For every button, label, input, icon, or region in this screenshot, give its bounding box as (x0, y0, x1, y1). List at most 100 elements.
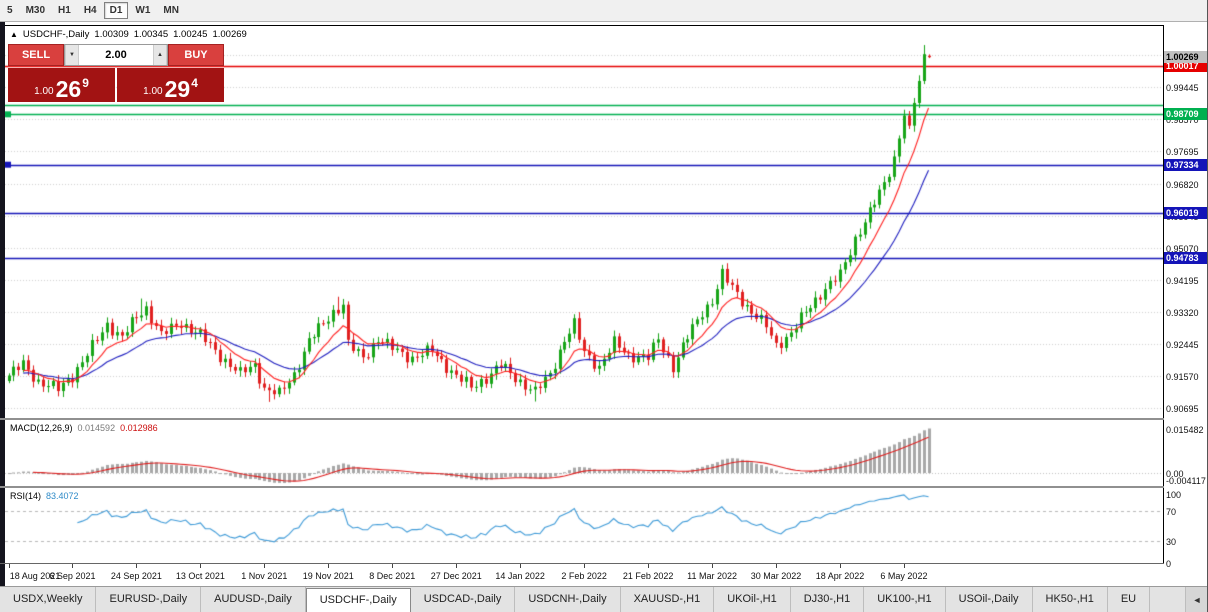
price-axis-label: 0 (1166, 559, 1172, 569)
date-tick (840, 564, 841, 568)
chart-tab-strip: USDX,Weekly EURUSD-,Daily AUDUSD-,Daily USD… (0, 587, 1184, 612)
date-axis-label: 2 Feb 2022 (561, 571, 607, 581)
sell-price-display[interactable]: 1.00 26 9 (8, 68, 115, 102)
date-tick (584, 564, 585, 568)
date-tick (9, 564, 10, 568)
price-axis-border (1163, 25, 1164, 564)
price-axis-label: 0.98570 (1166, 115, 1199, 126)
date-tick (200, 564, 201, 568)
price-axis-label: 70 (1166, 507, 1177, 518)
price-axis-label: 0.00 (1166, 469, 1184, 480)
chart-tab-ukoil-h1[interactable]: UKOil-,H1 (714, 587, 791, 612)
timeframe-button-h4[interactable]: H4 (78, 2, 103, 19)
date-tick (136, 564, 137, 568)
sell-price-point: 9 (82, 76, 89, 90)
chart-tab-eu[interactable]: EU (1107, 587, 1151, 612)
tab-scroll-left-icon: ◄ (1192, 594, 1202, 605)
price-axis-label: 0.94195 (1166, 275, 1199, 286)
price-axis-label: 0.95070 (1166, 243, 1199, 254)
date-axis-label: 13 Oct 2021 (175, 571, 225, 581)
price-axis-label: 0.91570 (1166, 371, 1199, 382)
timeframe-button-5[interactable]: 5 (1, 2, 19, 19)
high-value: 1.00345 (133, 29, 169, 40)
date-axis-label: 14 Jan 2022 (495, 571, 545, 581)
price-axis-label: 0.97695 (1166, 147, 1199, 158)
date-tick (712, 564, 713, 568)
sell-price-pips: 26 (55, 76, 82, 102)
chart-symbol-label: USDCHF-,Daily (22, 29, 90, 40)
low-value: 1.00245 (173, 29, 208, 40)
timeframe-button-w1[interactable]: W1 (129, 2, 156, 19)
volume-increase-button[interactable]: ▲ (153, 45, 167, 65)
date-axis-label: 1 Nov 2021 (241, 571, 288, 581)
chart-tab-hk50-h1[interactable]: HK50-,H1 (1032, 587, 1108, 612)
date-axis-label: 11 Mar 2022 (687, 571, 737, 581)
rsi-value: 83.4072 (46, 491, 79, 501)
buy-price-display[interactable]: 1.00 29 4 (117, 68, 224, 102)
date-axis-label: 18 Apr 2022 (815, 571, 865, 581)
date-axis[interactable]: 18 Aug 2021 6 Sep 2021 24 Sep 2021 13 Oct 2… (5, 564, 1163, 586)
chart-tab-eurusd-daily[interactable]: EURUSD-,Daily (96, 587, 202, 612)
timeframe-toolbar: 5 M30 H1 H4 D1 W1 MN (0, 0, 1207, 22)
chart-ohlc-header: ▲ USDCHF-,Daily 1.00309 1.00345 1.00245 … (10, 29, 247, 40)
date-axis-label: 8 Dec 2021 (369, 571, 416, 581)
price-axis-label: 0.96820 (1166, 179, 1199, 190)
price-axis-label: 0.92445 (1166, 339, 1199, 350)
panel-separator-macd[interactable] (0, 418, 1207, 420)
date-tick (264, 564, 265, 568)
panel-separator-rsi[interactable] (0, 486, 1207, 488)
date-axis-label: 27 Dec 2021 (430, 571, 482, 581)
buy-price-pips: 29 (164, 76, 191, 102)
chart-tab-usdcnh-daily[interactable]: USDCNH-,Daily (515, 587, 621, 612)
timeframe-button-h1[interactable]: H1 (52, 2, 77, 19)
date-tick (456, 564, 457, 568)
chart-tab-uk100-h1[interactable]: UK100-,H1 (864, 587, 946, 612)
volume-stepper: ▼ 2.00 ▲ (64, 44, 168, 66)
chart-tab-xauusd-h1[interactable]: XAUUSD-,H1 (620, 587, 715, 612)
date-axis-border (0, 563, 1207, 564)
price-axis-label: 0.90695 (1166, 403, 1199, 414)
open-value: 1.00309 (94, 29, 129, 40)
chart-tab-bar: USDX,Weekly EURUSD-,Daily AUDUSD-,Daily USD… (0, 586, 1207, 612)
price-line-badge: 0.97334 (1164, 158, 1207, 171)
macd-panel-canvas[interactable] (5, 421, 1163, 486)
chart-tab-usdchf-daily[interactable]: USDCHF-,Daily (305, 588, 411, 612)
price-line-badge: 1.00017 (1164, 60, 1207, 73)
tab-scroll-left-button[interactable]: ◄ (1185, 587, 1207, 612)
price-axis-label: -0.004117 (1166, 476, 1206, 486)
chart-tab-audusd-daily[interactable]: AUDUSD-,Daily (201, 587, 306, 612)
volume-decrease-button[interactable]: ▼ (65, 45, 79, 65)
chart-tab-usdcad-daily[interactable]: USDCAD-,Daily (410, 587, 516, 612)
sell-price-prefix: 1.00 (34, 86, 54, 97)
price-axis-label: 0.99445 (1166, 83, 1199, 94)
price-line-badge: 0.96019 (1164, 206, 1207, 219)
price-axis-label: 0.93320 (1166, 307, 1199, 318)
price-axis-label: 0.015482 (1166, 425, 1204, 436)
price-axis[interactable]: 0.90695 0.91570 0.92445 0.93320 0.94195 0.950… (1164, 26, 1207, 569)
timeframe-button-d1[interactable]: D1 (103, 2, 129, 19)
buy-button[interactable]: BUY (168, 44, 224, 66)
price-axis-label: 100 (1166, 490, 1182, 500)
date-axis-label: 19 Nov 2021 (302, 571, 354, 581)
chart-tab-usdx-weekly[interactable]: USDX,Weekly (0, 587, 97, 612)
date-axis-label: 6 May 2022 (880, 571, 928, 581)
volume-input[interactable]: 2.00 (105, 49, 127, 61)
date-axis-label: 24 Sep 2021 (110, 571, 162, 581)
rsi-panel-canvas[interactable] (5, 489, 1163, 563)
date-axis-label: 21 Feb 2022 (622, 571, 674, 581)
close-value: 1.00269 (212, 29, 247, 40)
one-click-trade-panel: SELL ▼ 2.00 ▲ BUY 1.00 26 9 1.00 29 4 (8, 44, 224, 102)
timeframe-button-m30[interactable]: M30 (20, 2, 51, 19)
date-axis-label: 30 Mar 2022 (750, 571, 802, 581)
timeframe-button-mn[interactable]: MN (157, 2, 185, 19)
sell-button[interactable]: SELL (8, 44, 64, 66)
macd-indicator-label: MACD(12,26,9) 0.014592 0.012986 (10, 423, 158, 433)
chart-tab-usoil-daily[interactable]: USOil-,Daily (945, 587, 1033, 612)
buy-price-point: 4 (191, 76, 198, 90)
date-tick (776, 564, 777, 568)
macd-name: MACD(12,26,9) (10, 423, 73, 433)
date-axis-label: 18 Aug 2021 (9, 571, 61, 581)
window-left-edge (0, 22, 5, 586)
chart-tab-dj30-h1[interactable]: DJ30-,H1 (790, 587, 865, 612)
